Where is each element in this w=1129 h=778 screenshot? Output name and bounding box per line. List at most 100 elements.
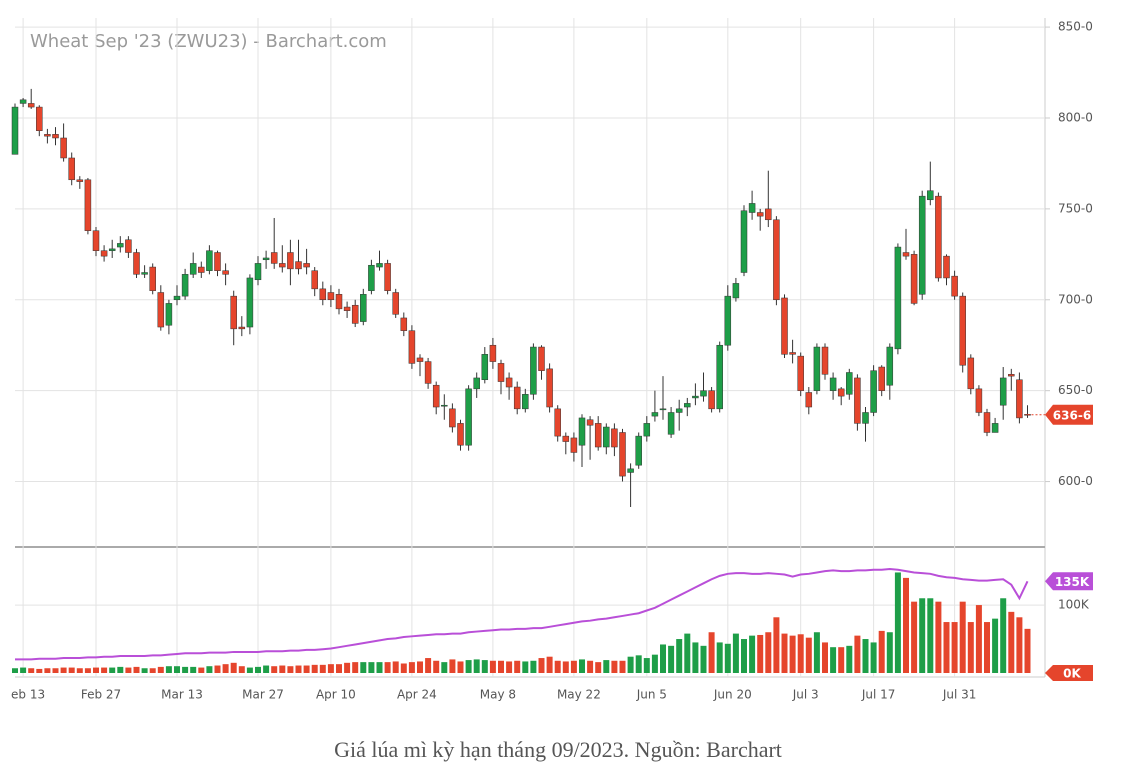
volume-bar [700, 645, 707, 673]
volume-bar [1000, 598, 1007, 673]
volume-bar [676, 639, 683, 673]
volume-bar [651, 654, 658, 673]
volume-bar [506, 661, 513, 673]
volume-bar [635, 655, 642, 673]
candle-body [935, 195, 942, 279]
volume-bar [101, 667, 108, 673]
volume-bar [76, 668, 83, 673]
volume-bar [627, 656, 634, 673]
volume-bar [198, 667, 205, 673]
candle-body [416, 357, 424, 362]
volume-bar [165, 666, 172, 673]
candle-body [173, 295, 181, 301]
candle-body [724, 295, 732, 346]
y-tick-label: 750-0 [1058, 201, 1093, 215]
volume-bar [538, 658, 545, 673]
volume-bar [716, 642, 723, 673]
x-tick-label: Apr 24 [397, 688, 437, 702]
candle-body [692, 395, 699, 399]
candle-body [360, 294, 367, 322]
y-tick-label: 850-0 [1058, 20, 1093, 34]
volume-bar [935, 601, 942, 673]
volume-bar [546, 656, 553, 673]
volume-bar [109, 667, 116, 673]
candle-body [570, 437, 578, 453]
candle-body [627, 468, 634, 473]
volume-zero-tag [1045, 665, 1093, 681]
volume-bar [708, 632, 715, 673]
volume-bar [255, 666, 261, 673]
candle-body [149, 266, 156, 291]
candle-body [684, 403, 691, 408]
volume-bar [781, 633, 788, 673]
candle-body [797, 355, 804, 391]
candle-body [522, 394, 529, 410]
volume-bar [862, 639, 869, 673]
volume-bar [295, 665, 302, 673]
volume-bar [951, 622, 958, 673]
last-price-tag [1045, 404, 1093, 425]
open-interest-tag [1045, 572, 1093, 591]
candle-body [756, 212, 764, 217]
volume-bar [498, 660, 504, 673]
candle-body [165, 303, 173, 326]
candle-body [951, 275, 958, 297]
volume-bar [344, 662, 351, 673]
x-tick-label: Mar 27 [242, 688, 284, 702]
candle-body [441, 404, 448, 407]
candle-body [384, 263, 391, 291]
candle-body [214, 252, 221, 271]
volume-bar [959, 601, 966, 673]
volume-bar [68, 667, 75, 673]
volume-bar [765, 632, 772, 673]
volume-bar [919, 598, 926, 673]
open-interest-label: 135K [1055, 575, 1090, 589]
x-tick-label: Jun 5 [636, 688, 667, 702]
volume-bar [149, 668, 156, 673]
candle-body [424, 361, 432, 384]
volume-bar [489, 660, 496, 673]
candle-body [481, 354, 489, 381]
candle-body [983, 412, 991, 433]
candle-body [400, 317, 408, 331]
volume-bar [408, 662, 415, 673]
candle-body [505, 377, 513, 388]
volume-bar [603, 660, 610, 673]
volume-bar [174, 666, 180, 673]
volume-bar [222, 664, 229, 673]
volume-bar [1024, 628, 1031, 673]
volume-bar [400, 663, 407, 673]
volume-bar [992, 618, 999, 673]
volume-bar [117, 666, 124, 673]
volume-bar [125, 667, 132, 673]
candle-body [991, 423, 999, 433]
volume-bar [279, 665, 286, 673]
y-tick-label: 0K [1063, 667, 1081, 681]
volume-bar [352, 662, 359, 673]
candle-body [376, 263, 383, 268]
candle-body [675, 408, 683, 413]
candle-body [870, 370, 877, 413]
volume-bar [684, 633, 691, 673]
volume-bar [433, 660, 440, 673]
candle-body [635, 435, 642, 466]
candle-body [910, 254, 918, 304]
x-tick-label: Jul 3 [792, 688, 819, 702]
volume-bar [214, 665, 221, 673]
candle-body [497, 363, 505, 382]
candle-body [262, 257, 270, 261]
volume-bar [903, 577, 909, 673]
volume-bar [336, 664, 342, 673]
candle-body [805, 392, 813, 408]
volume-bar [595, 662, 602, 673]
volume-bar [20, 667, 27, 673]
volume-bar [830, 647, 837, 673]
candle-body [295, 261, 302, 270]
volume-bar [870, 642, 877, 673]
volume-bar [84, 668, 91, 673]
volume-bar [975, 605, 982, 673]
candle-body [117, 243, 124, 248]
candle-body [708, 390, 715, 410]
candle-body [578, 417, 586, 446]
